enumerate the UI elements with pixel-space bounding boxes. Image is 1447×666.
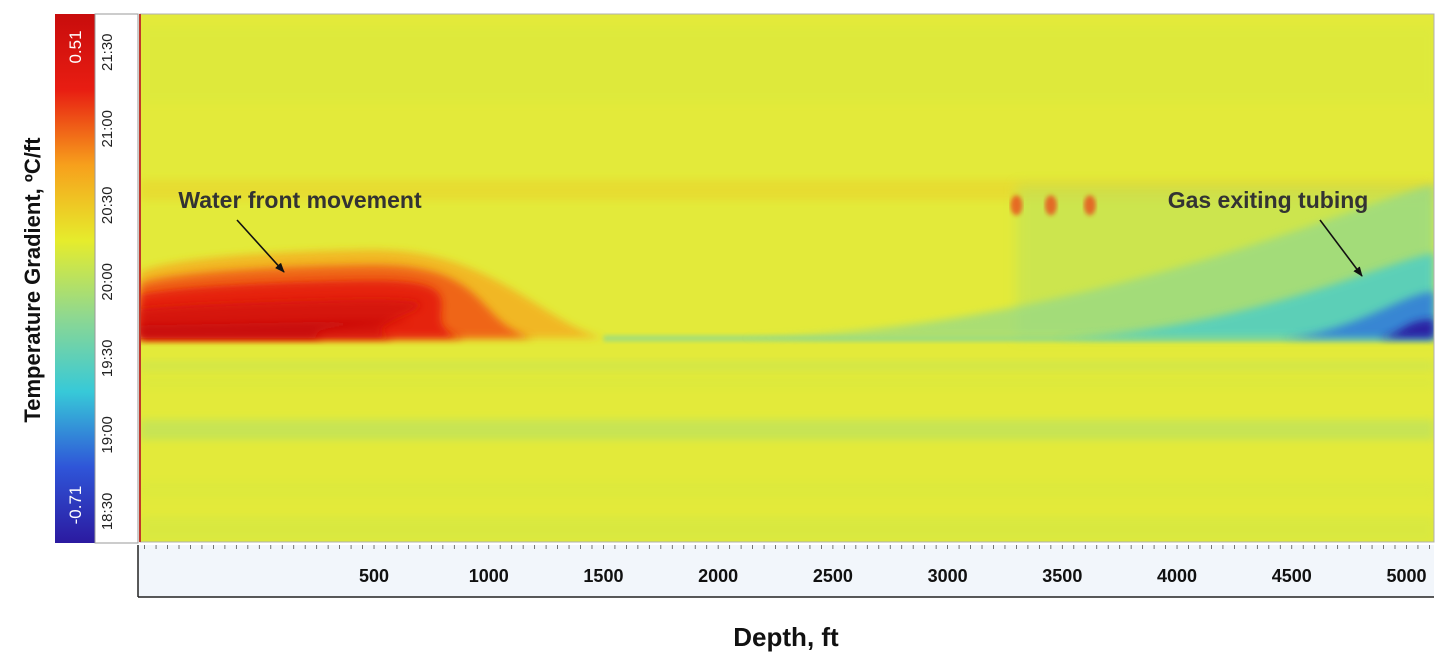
annotation-arrow: [236, 219, 285, 273]
gas-front-layer: [741, 184, 1434, 338]
gas-front-layer: [1052, 253, 1434, 338]
depth-tick-label: 5000: [1386, 566, 1426, 586]
colorbar-min-label: -0.71: [66, 486, 85, 525]
colorbar: 0.51 -0.71 Temperature Gradient, ºC/ft: [20, 14, 95, 543]
depth-tick-label: 1500: [583, 566, 623, 586]
time-tick-label: 19:30: [99, 340, 116, 378]
depth-tick-label: 2500: [813, 566, 853, 586]
time-tick-label: 21:00: [99, 110, 116, 148]
x-axis-title: Depth, ft: [733, 622, 839, 652]
time-axis-panel: [94, 13, 139, 544]
warm-spot: [1010, 195, 1023, 216]
background-band: [140, 26, 1434, 104]
time-tick-label: 18:30: [99, 493, 116, 531]
warm-spot: [1044, 195, 1057, 216]
annotations: Water front movement Gas exiting tubing: [178, 187, 1369, 277]
time-tick-label: 20:00: [99, 263, 116, 301]
depth-tick-label: 3000: [928, 566, 968, 586]
gas-front-layer: [1281, 292, 1434, 338]
time-axis: 18:30 19:00 19:30 20:00 20:30 21:00 21:30: [94, 13, 139, 544]
colorbar-max-label: 0.51: [66, 30, 85, 63]
depth-tick-label: 4500: [1272, 566, 1312, 586]
background-band: [140, 360, 1434, 372]
background-band: [140, 419, 1434, 440]
depth-minor-ticks: [144, 545, 1430, 549]
depth-tick-label: 500: [359, 566, 389, 586]
depth-tick-label: 2000: [698, 566, 738, 586]
colorbar-title: Temperature Gradient, ºC/ft: [20, 137, 45, 423]
depth-tick-label: 4000: [1157, 566, 1197, 586]
time-tick-label: 19:00: [99, 416, 116, 454]
time-tick-label: 20:30: [99, 187, 116, 225]
depth-axis-panel: [138, 545, 1434, 597]
water-front-layer: [140, 321, 410, 338]
colorbar-gradient: [55, 14, 95, 543]
background-band: [140, 480, 1434, 499]
depth-axis: 500 1000 1500 2000 2500 3000 3500 4000 4500 5000: [137, 545, 1434, 598]
annotation-arrow: [1319, 219, 1363, 277]
background-band: [140, 376, 1434, 389]
warm-spot: [1083, 195, 1096, 216]
annotation-label: Water front movement: [178, 187, 422, 213]
depth-tick-label: 1000: [469, 566, 509, 586]
time-tick-label: 21:30: [99, 33, 116, 71]
background-band: [140, 516, 1434, 542]
gas-front-layer: [1378, 319, 1434, 338]
depth-tick-label: 3500: [1042, 566, 1082, 586]
heatmap-features: [140, 184, 1434, 338]
depth-tick-labels: 500 1000 1500 2000 2500 3000 3500 4000 4500 5000: [359, 566, 1426, 586]
cold-line: [603, 335, 1434, 342]
heatmap-plot-area: [140, 14, 1434, 542]
annotation-label: Gas exiting tubing: [1168, 187, 1369, 213]
